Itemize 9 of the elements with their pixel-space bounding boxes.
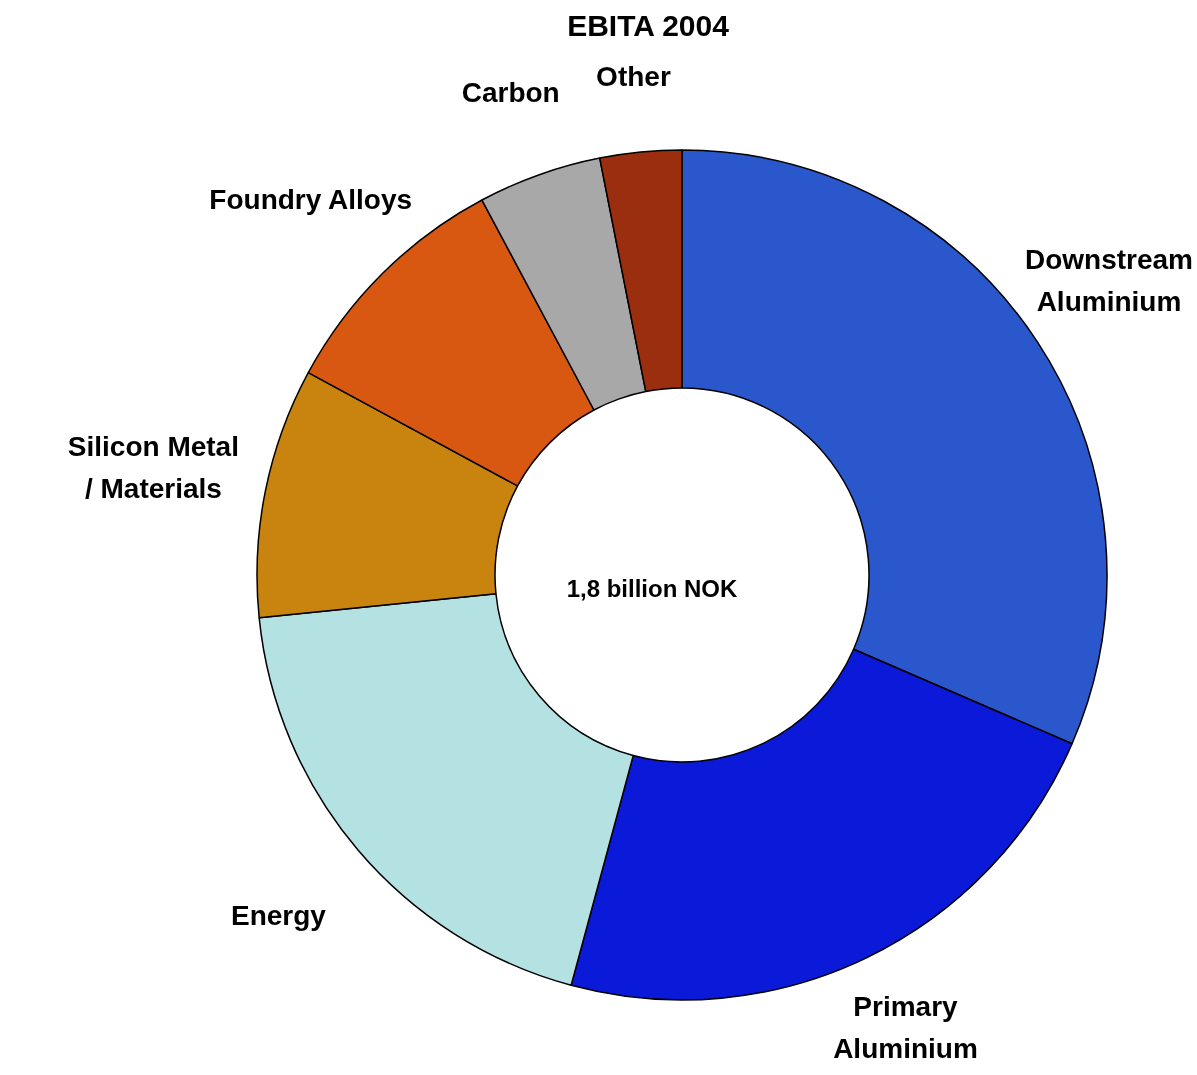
slice-label: Foundry Alloys <box>209 184 413 216</box>
text: 1,8 billion NOK <box>566 574 739 602</box>
slice-label: Downstream Aluminium <box>1024 244 1193 318</box>
slice-label: Carbon <box>461 77 560 109</box>
slice-label: Other <box>596 60 671 92</box>
slice-label: Primary Aluminium <box>833 990 978 1064</box>
slice-label: Energy <box>230 900 327 932</box>
slice-label: Silicon Metal / Materials <box>67 430 239 504</box>
chart-title: EBITA 2004 <box>567 9 730 43</box>
